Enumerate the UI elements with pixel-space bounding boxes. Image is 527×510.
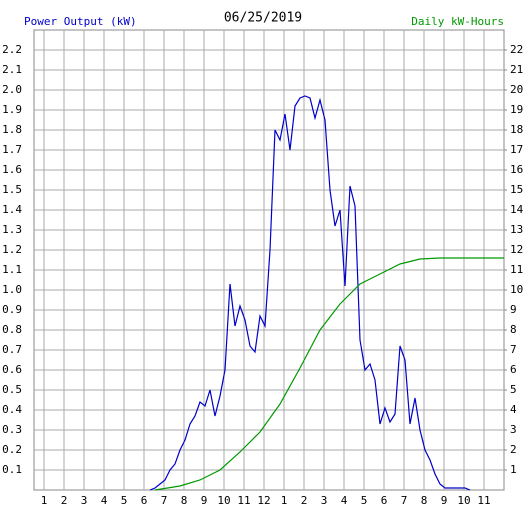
y-tick-label: 0.4 bbox=[2, 403, 22, 416]
y2-tick-label: 20 bbox=[510, 83, 523, 96]
y2-tick-label: 18 bbox=[510, 123, 523, 136]
x-tick-label: 5 bbox=[121, 494, 128, 507]
x-tick-label: 8 bbox=[181, 494, 188, 507]
y2-tick-label: 15 bbox=[510, 183, 523, 196]
y-tick-label: 1.2 bbox=[2, 243, 22, 256]
y2-tick-label: 6 bbox=[510, 363, 517, 376]
y-tick-label: 2.1 bbox=[2, 63, 22, 76]
x-tick-label: 5 bbox=[361, 494, 368, 507]
y-tick-label: 0.7 bbox=[2, 343, 22, 356]
y2-tick-label: 19 bbox=[510, 103, 523, 116]
y-tick-label: 0.3 bbox=[2, 423, 22, 436]
y2-tick-label: 9 bbox=[510, 303, 517, 316]
x-tick-label: 12 bbox=[257, 494, 270, 507]
y-tick-label: 0.5 bbox=[2, 383, 22, 396]
x-tick-label: 11 bbox=[237, 494, 250, 507]
y2-tick-label: 21 bbox=[510, 63, 523, 76]
x-tick-label: 7 bbox=[161, 494, 168, 507]
y-tick-label: 2.0 bbox=[2, 83, 22, 96]
y-tick-label: 0.2 bbox=[2, 443, 22, 456]
x-tick-label: 9 bbox=[201, 494, 208, 507]
y2-tick-label: 22 bbox=[510, 43, 523, 56]
y2-tick-label: 5 bbox=[510, 383, 517, 396]
y2-axis-label: Daily kW-Hours bbox=[411, 15, 504, 28]
y2-tick-label: 1 bbox=[510, 463, 517, 476]
y2-tick-label: 3 bbox=[510, 423, 517, 436]
y2-tick-label: 7 bbox=[510, 343, 517, 356]
x-tick-label: 1 bbox=[41, 494, 48, 507]
chart-title: 06/25/2019 bbox=[224, 11, 302, 26]
x-tick-label: 3 bbox=[81, 494, 88, 507]
x-tick-label: 2 bbox=[61, 494, 68, 507]
x-tick-label: 1 bbox=[281, 494, 288, 507]
y2-tick-label: 14 bbox=[510, 203, 524, 216]
y-tick-label: 1.8 bbox=[2, 123, 22, 136]
x-tick-label: 8 bbox=[421, 494, 428, 507]
y2-tick-label: 17 bbox=[510, 143, 523, 156]
y-tick-label: 0.1 bbox=[2, 463, 22, 476]
y2-tick-label: 11 bbox=[510, 263, 523, 276]
y2-tick-label: 10 bbox=[510, 283, 523, 296]
x-tick-label: 11 bbox=[477, 494, 490, 507]
x-tick-label: 2 bbox=[301, 494, 308, 507]
y2-tick-label: 13 bbox=[510, 223, 523, 236]
x-tick-label: 6 bbox=[381, 494, 388, 507]
y2-tick-label: 16 bbox=[510, 163, 523, 176]
series-line bbox=[154, 257, 504, 491]
y-tick-label: 1.5 bbox=[2, 183, 22, 196]
y-tick-label: 1.0 bbox=[2, 283, 22, 296]
y-tick-label: 1.7 bbox=[2, 143, 22, 156]
y-tick-label: 1.6 bbox=[2, 163, 22, 176]
y-tick-label: 1.4 bbox=[2, 203, 22, 216]
x-tick-label: 9 bbox=[441, 494, 448, 507]
y-tick-label: 0.9 bbox=[2, 303, 22, 316]
x-tick-label: 10 bbox=[217, 494, 230, 507]
y-tick-label: 1.3 bbox=[2, 223, 22, 236]
x-tick-label: 7 bbox=[401, 494, 408, 507]
y-tick-label: 2.2 bbox=[2, 43, 22, 56]
x-tick-label: 4 bbox=[341, 494, 348, 507]
y-tick-label: 0.8 bbox=[2, 323, 22, 336]
y2-tick-label: 8 bbox=[510, 323, 517, 336]
y-tick-label: 1.9 bbox=[2, 103, 22, 116]
x-tick-label: 6 bbox=[141, 494, 148, 507]
series-line bbox=[149, 95, 471, 491]
y-axis-label: Power Output (kW) bbox=[24, 15, 137, 28]
x-tick-label: 3 bbox=[321, 494, 328, 507]
y-tick-label: 0.6 bbox=[2, 363, 22, 376]
y2-tick-label: 2 bbox=[510, 443, 517, 456]
y2-tick-label: 4 bbox=[510, 403, 517, 416]
x-tick-label: 4 bbox=[101, 494, 108, 507]
y2-tick-label: 12 bbox=[510, 243, 523, 256]
x-tick-label: 10 bbox=[457, 494, 470, 507]
y-tick-label: 1.1 bbox=[2, 263, 22, 276]
